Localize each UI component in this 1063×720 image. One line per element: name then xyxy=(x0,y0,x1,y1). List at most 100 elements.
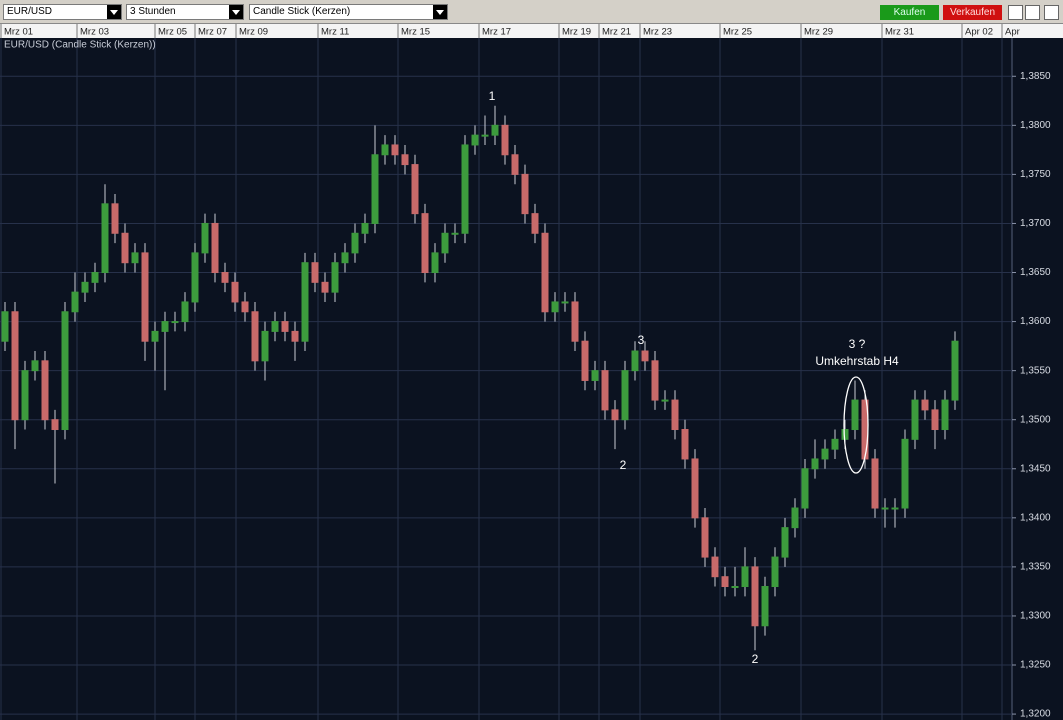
interval: 3 Stunden xyxy=(130,6,176,17)
candle-body xyxy=(611,409,619,421)
candle-body xyxy=(801,468,809,509)
chart-type-icon[interactable] xyxy=(1008,5,1023,20)
plot-background xyxy=(0,38,1063,720)
x-tick-label: Mrz 07 xyxy=(198,27,227,38)
chart-title: EUR/USD (Candle Stick (Kerzen)) xyxy=(4,40,156,51)
x-tick-label: Mrz 29 xyxy=(804,27,833,38)
candle-body xyxy=(301,262,309,342)
buy-button[interactable]: Kaufen xyxy=(880,5,939,20)
candle-body xyxy=(51,419,59,431)
x-tick-label: Mrz 15 xyxy=(401,27,430,38)
candle-body xyxy=(871,458,879,509)
candle-body xyxy=(31,360,39,372)
candle-body xyxy=(61,311,69,431)
candle-body xyxy=(241,301,249,313)
candle-body xyxy=(491,124,499,136)
annotation: Umkehrstab H4 xyxy=(815,354,899,368)
chart-style-select[interactable]: Candle Stick (Kerzen) xyxy=(249,4,448,20)
annotation: 3 ? xyxy=(849,337,866,351)
y-tick-label: 1,3550 xyxy=(1020,365,1051,376)
y-tick-label: 1,3300 xyxy=(1020,611,1051,622)
candle-body xyxy=(621,370,629,421)
x-tick-label: Mrz 01 xyxy=(4,27,33,38)
candle-body xyxy=(281,321,289,332)
candle-body xyxy=(551,301,559,313)
window-icon[interactable] xyxy=(1044,5,1059,20)
candle-body xyxy=(531,213,539,234)
x-tick-label: Mrz 09 xyxy=(239,27,268,38)
candle-body xyxy=(751,566,759,627)
annotation: 1 xyxy=(489,89,496,103)
candle-body xyxy=(311,262,319,283)
x-tick-label: Mrz 19 xyxy=(562,27,591,38)
candle-body xyxy=(891,507,899,510)
candle-body xyxy=(711,556,719,578)
dropdown-arrow[interactable] xyxy=(433,5,447,19)
y-tick-label: 1,3800 xyxy=(1020,120,1051,131)
y-tick-label: 1,3650 xyxy=(1020,267,1051,278)
y-tick-label: 1,3700 xyxy=(1020,218,1051,229)
candle-body xyxy=(431,252,439,274)
toolbar: EUR/USD 3 Stunden Candle Stick (Kerzen) … xyxy=(0,0,1063,24)
highlight-ellipse xyxy=(843,376,869,474)
time-axis-bar xyxy=(0,24,1063,38)
dropdown-arrow[interactable] xyxy=(107,5,121,19)
candle-body xyxy=(371,154,379,224)
candle-body xyxy=(911,399,919,440)
x-tick-label: Mrz 23 xyxy=(643,27,672,38)
grid xyxy=(0,38,1016,720)
annotation: 2 xyxy=(620,458,627,472)
candle-body xyxy=(151,330,159,342)
candle-body xyxy=(771,556,779,588)
chart: EUR/USD (Candle Stick (Kerzen)) 1 3 2 2 … xyxy=(0,24,1063,720)
candle-body xyxy=(441,232,449,254)
candle-body xyxy=(101,203,109,274)
x-tick-label: Mrz 17 xyxy=(482,27,511,38)
sell-button[interactable]: Verkaufen xyxy=(943,5,1002,20)
y-tick-label: 1,3250 xyxy=(1020,660,1051,671)
candle-body xyxy=(421,213,429,274)
dropdown-arrow[interactable] xyxy=(229,5,243,19)
draw-line-icon[interactable] xyxy=(1025,5,1040,20)
candle-body xyxy=(721,576,729,588)
annotation: 2 xyxy=(752,652,759,666)
candle-body xyxy=(661,399,669,402)
candle-body xyxy=(291,330,299,342)
annotation: 3 xyxy=(638,333,645,347)
candle-body xyxy=(211,222,219,274)
candle-body xyxy=(171,321,179,324)
candle-body xyxy=(671,399,679,431)
candle-body xyxy=(381,144,389,156)
candle-body xyxy=(791,507,799,529)
candle-body xyxy=(561,301,569,304)
candle-body xyxy=(881,507,889,510)
candle-body xyxy=(641,350,649,362)
symbol-select[interactable]: EUR/USD xyxy=(3,4,122,20)
candle-body xyxy=(251,311,259,362)
candle-body xyxy=(161,321,169,332)
candle-body xyxy=(391,144,399,156)
candle-body xyxy=(201,222,209,254)
y-tick-label: 1,3500 xyxy=(1020,414,1051,425)
y-tick-label: 1,3600 xyxy=(1020,316,1051,327)
y-tick-label: 1,3750 xyxy=(1020,169,1051,180)
candle-body xyxy=(401,154,409,166)
candle-body xyxy=(511,154,519,175)
interval-select[interactable]: 3 Stunden xyxy=(126,4,244,20)
candle-body xyxy=(631,350,639,372)
candle-body xyxy=(941,399,949,431)
candle-body xyxy=(411,164,419,215)
x-tick-label: Mrz 31 xyxy=(885,27,914,38)
candle-body xyxy=(591,370,599,381)
candle-body xyxy=(71,291,79,313)
x-tick-label: Apr xyxy=(1005,27,1020,38)
x-tick-label: Mrz 11 xyxy=(321,27,349,38)
candle-body xyxy=(601,370,609,411)
candle-body xyxy=(221,272,229,283)
candle-body xyxy=(41,360,49,421)
candle-body xyxy=(321,281,329,293)
candle-body xyxy=(931,409,939,431)
candle-body xyxy=(701,517,709,558)
candle-body xyxy=(181,301,189,323)
